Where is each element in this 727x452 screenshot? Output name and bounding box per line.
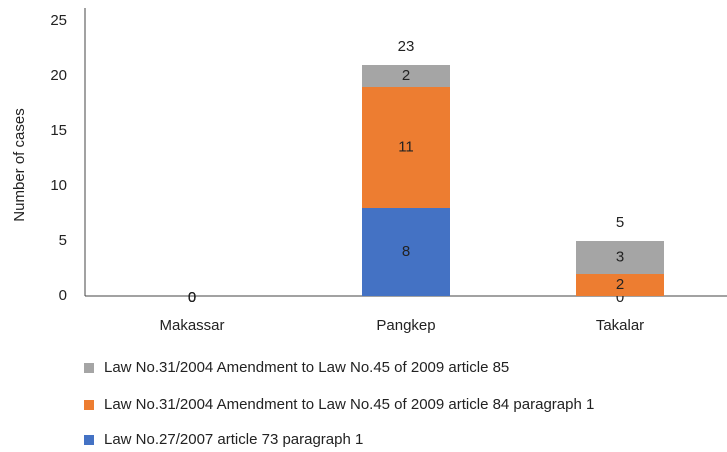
total-label: 23 [398, 38, 415, 55]
bar-segment [362, 208, 450, 296]
legend-label: Law No.31/2004 Amendment to Law No.45 of… [104, 396, 594, 413]
data-label: 2 [402, 67, 410, 84]
data-label: 8 [402, 243, 410, 260]
y-tick-label: 20 [50, 67, 67, 84]
y-axis-label: Number of cases [11, 108, 28, 221]
y-tick-label: 10 [50, 177, 67, 194]
x-tick-label: Takalar [596, 317, 644, 334]
data-label: 0 [188, 289, 196, 306]
legend-label: Law No.27/2007 article 73 paragraph 1 [104, 431, 363, 448]
total-label: 5 [616, 214, 624, 231]
data-label: 2 [616, 276, 624, 293]
y-tick-label: 5 [59, 232, 67, 249]
bar-segment [576, 274, 664, 296]
bar-segment [576, 241, 664, 274]
y-tick-label: 15 [50, 122, 67, 139]
y-tick-label: 25 [50, 12, 67, 29]
x-tick-label: Pangkep [376, 317, 435, 334]
x-tick-label: Makassar [159, 317, 224, 334]
data-label: 3 [616, 248, 624, 265]
bar-segment [362, 65, 450, 87]
data-label: 0 [188, 289, 196, 306]
data-label: 0 [616, 289, 624, 306]
bar-segment [362, 87, 450, 208]
data-label: 0 [188, 289, 196, 306]
data-label: 11 [398, 138, 414, 155]
legend-swatch [84, 363, 94, 373]
legend-label: Law No.31/2004 Amendment to Law No.45 of… [104, 359, 509, 376]
legend-swatch [84, 400, 94, 410]
legend-swatch [84, 435, 94, 445]
y-tick-label: 0 [59, 287, 67, 304]
